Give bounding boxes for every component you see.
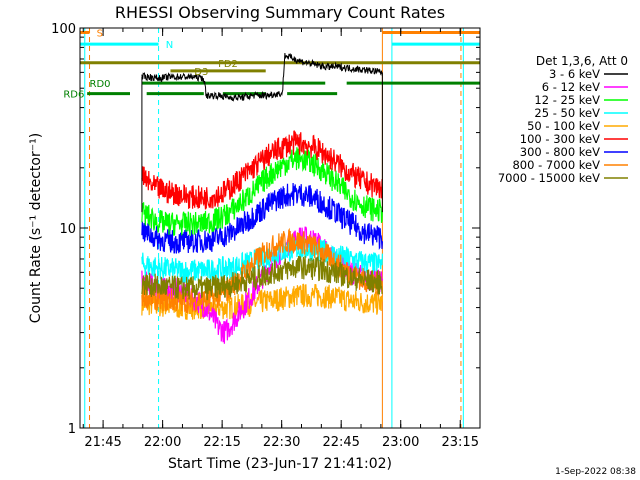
y-tick-label: 1 [68, 422, 76, 437]
x-tick-label: 22:00 [144, 435, 181, 450]
flag-label-s: S [97, 28, 103, 39]
timestamp: 1-Sep-2022 08:38 [555, 467, 636, 477]
legend-label-4: 50 - 100 keV [527, 119, 600, 133]
flag-label-d3: D3 [194, 67, 208, 78]
x-tick-label: 23:15 [442, 435, 479, 450]
legend-label-2: 12 - 25 keV [534, 93, 600, 107]
y-axis-label: Count Rate (s⁻¹ detector⁻¹) [28, 133, 44, 323]
series-line-3 [141, 237, 383, 283]
flag-labels: S N FD2 D3 RD0 RD6 [63, 28, 238, 100]
flag-label-rd0: RD0 [90, 79, 111, 90]
legend-label-3: 25 - 50 keV [534, 106, 600, 120]
legend-label-5: 100 - 300 keV [520, 132, 600, 146]
series-line-5 [141, 130, 383, 210]
x-tick-label: 23:00 [382, 435, 419, 450]
series-line-2 [141, 147, 383, 236]
plot-frame [79, 27, 481, 429]
flag-label-n: N [166, 40, 173, 51]
x-tick-label: 22:15 [203, 435, 240, 450]
flag-label-rd6: RD6 [63, 90, 84, 101]
x-tick-label: 22:45 [322, 435, 359, 450]
chart-title: RHESSI Observing Summary Count Rates [115, 3, 445, 22]
y-tick-label: 100 [51, 22, 76, 37]
series-line-0 [141, 52, 383, 103]
x-tick-label: 22:30 [263, 435, 300, 450]
legend-label-1: 6 - 12 keV [542, 80, 600, 94]
x-tick-label: 21:45 [84, 435, 121, 450]
series-line-6 [141, 182, 383, 254]
legend-label-7: 800 - 7000 keV [512, 158, 600, 172]
legend-label-8: 7000 - 15000 keV [498, 171, 600, 185]
legend-label-6: 300 - 800 keV [520, 145, 600, 159]
series-line-8 [141, 255, 383, 301]
flag-label-fd2: FD2 [218, 59, 238, 70]
legend-label-0: 3 - 6 keV [549, 67, 600, 81]
x-axis-label: Start Time (23-Jun-17 21:41:02) [168, 456, 392, 472]
y-tick-label: 10 [59, 222, 76, 237]
legend-header: Det 1,3,6, Att 0 [536, 54, 628, 68]
